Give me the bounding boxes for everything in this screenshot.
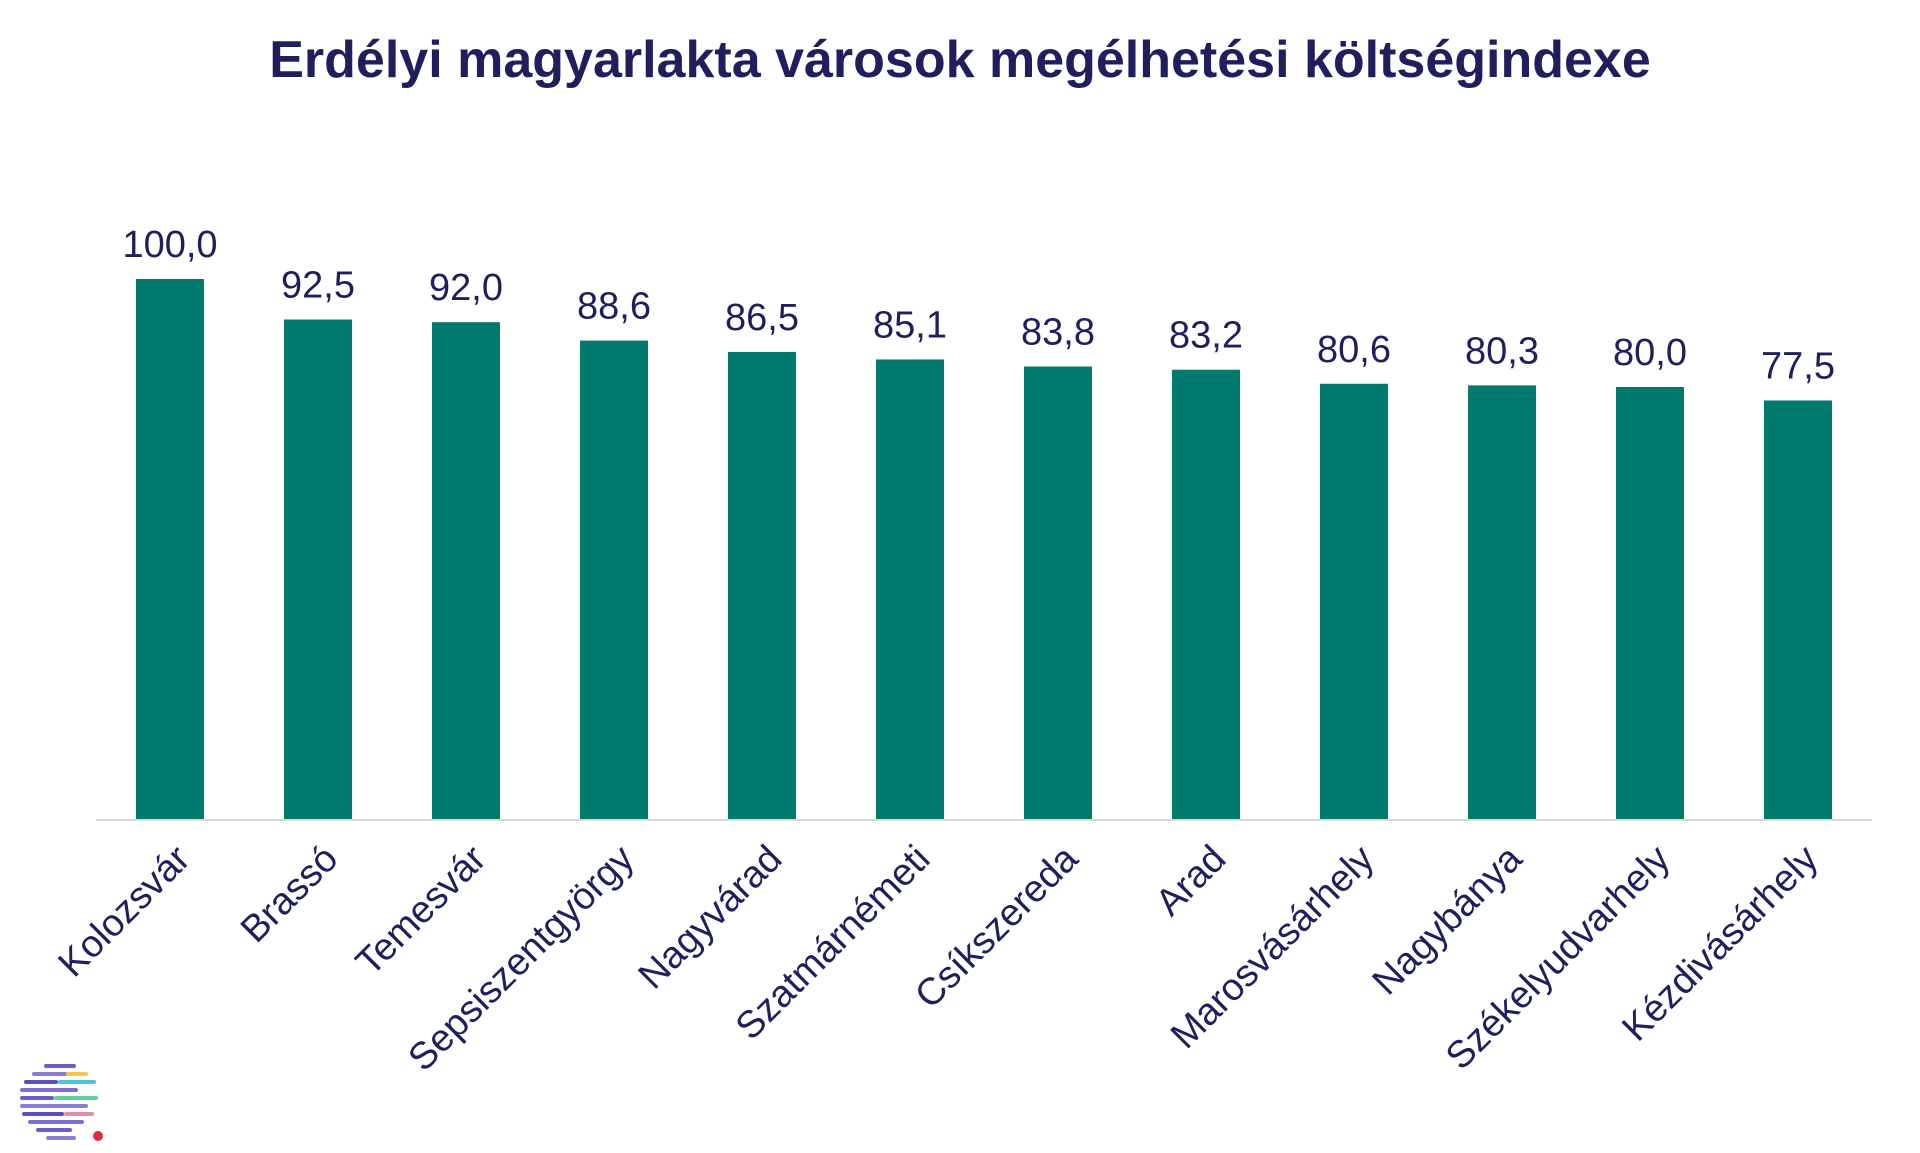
- category-label-0: Kolozsvár: [51, 837, 199, 985]
- logo-dot: [93, 1131, 103, 1141]
- bar-3: [580, 340, 648, 819]
- bars-group: [136, 279, 1832, 819]
- value-label-4: 86,5: [725, 297, 799, 339]
- category-label-9: Nagybánya: [1365, 837, 1531, 1003]
- value-label-2: 92,0: [429, 267, 503, 309]
- bar-10: [1616, 387, 1684, 819]
- value-label-11: 77,5: [1761, 346, 1835, 388]
- bar-6: [1024, 366, 1092, 819]
- category-label-2: Temesvár: [348, 837, 494, 983]
- bar-5: [876, 359, 944, 819]
- bar-9: [1468, 385, 1536, 819]
- value-label-9: 80,3: [1465, 330, 1539, 372]
- bar-7: [1172, 369, 1240, 819]
- value-label-8: 80,6: [1317, 329, 1391, 371]
- category-labels-group: Kolozsvár Brassó TemesvárSepsiszentgyörgyN…: [51, 837, 1827, 1079]
- bar-11: [1764, 400, 1832, 819]
- bar-8: [1320, 383, 1388, 819]
- category-label-4: Nagyvárad: [631, 838, 791, 998]
- category-label-7: Arad: [1148, 838, 1234, 924]
- category-label-1: Brassó: [233, 838, 346, 951]
- bar-0: [136, 279, 204, 819]
- bar-4: [728, 351, 796, 819]
- chart-title: Erdélyi magyarlakta városok megélhetési …: [269, 31, 1651, 89]
- bar-1: [284, 319, 352, 819]
- brand-logo-icon: [20, 1064, 103, 1141]
- value-label-10: 80,0: [1613, 332, 1687, 374]
- value-label-5: 85,1: [873, 304, 947, 346]
- value-label-0: 100,0: [122, 224, 217, 266]
- bar-2: [432, 322, 500, 819]
- value-labels-group: 100,0 92,5 92,0 88,6 86,5 85,1 83,8 83,2 80,6 80,…: [122, 224, 1835, 388]
- value-label-6: 83,8: [1021, 311, 1095, 353]
- value-label-3: 88,6: [577, 286, 651, 328]
- value-label-7: 83,2: [1169, 315, 1243, 357]
- value-label-1: 92,5: [281, 265, 355, 307]
